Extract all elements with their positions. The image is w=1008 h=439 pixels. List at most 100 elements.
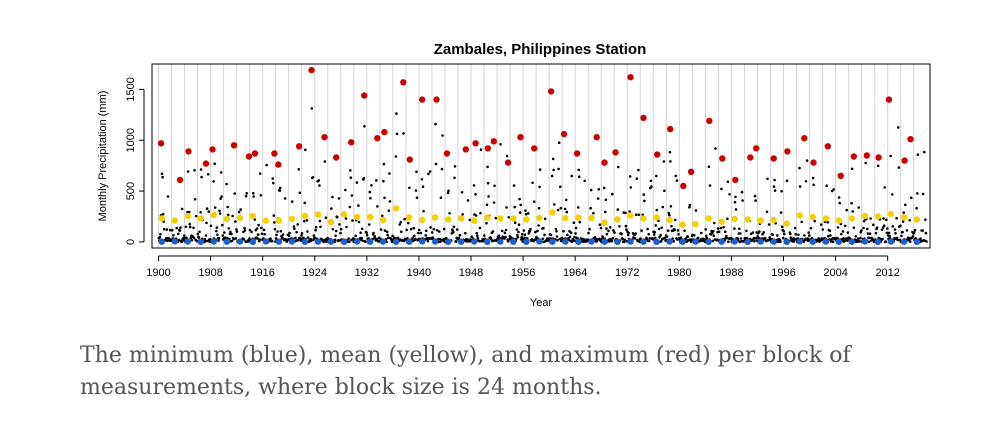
monthly-point <box>298 191 302 195</box>
monthly-point <box>902 211 905 214</box>
monthly-point <box>676 229 680 232</box>
monthly-point <box>806 237 809 240</box>
monthly-point <box>178 229 182 232</box>
monthly-point <box>198 230 201 234</box>
monthly-point <box>683 229 686 232</box>
monthly-point <box>686 235 690 238</box>
maximum-point <box>381 128 388 136</box>
monthly-point <box>250 230 253 234</box>
monthly-point <box>230 232 233 236</box>
plot-frame <box>151 63 931 249</box>
monthly-point <box>882 217 885 220</box>
monthly-point <box>184 225 188 229</box>
monthly-point <box>924 218 927 221</box>
monthly-point <box>355 181 359 184</box>
monthly-point <box>577 168 580 172</box>
figure-caption: The minimum (blue), mean (yellow), and m… <box>80 340 980 404</box>
monthly-point <box>200 175 203 179</box>
monthly-point <box>331 195 334 199</box>
monthly-point <box>519 238 523 241</box>
monthly-point <box>287 234 291 237</box>
monthly-point <box>704 228 707 231</box>
monthly-point <box>884 240 888 243</box>
mean-point <box>705 215 712 222</box>
monthly-point <box>299 237 302 240</box>
monthly-point <box>597 188 601 191</box>
monthly-point <box>476 236 480 240</box>
maximum-point <box>230 142 238 149</box>
mean-point <box>379 216 387 224</box>
monthly-point <box>895 236 899 240</box>
monthly-point <box>733 200 737 204</box>
monthly-point <box>448 212 451 215</box>
monthly-point <box>846 231 850 234</box>
monthly-point <box>306 230 309 233</box>
maximum-point <box>245 153 253 160</box>
monthly-point <box>429 226 432 229</box>
maximum-point <box>810 159 817 166</box>
monthly-point <box>860 229 863 232</box>
minimum-point <box>809 238 816 245</box>
monthly-point <box>505 206 508 209</box>
monthly-point <box>908 219 911 222</box>
mean-point <box>718 218 725 225</box>
monthly-point <box>257 223 260 227</box>
monthly-point <box>808 234 811 237</box>
monthly-point <box>485 203 489 207</box>
monthly-point <box>765 210 769 214</box>
mean-point <box>562 214 569 222</box>
monthly-point <box>800 220 803 224</box>
monthly-point <box>422 209 425 213</box>
monthly-point <box>517 223 521 226</box>
monthly-point <box>912 231 916 234</box>
monthly-point <box>318 219 322 223</box>
monthly-point <box>573 235 576 239</box>
monthly-point <box>767 223 771 226</box>
mean-point <box>275 217 283 224</box>
monthly-point <box>550 174 554 178</box>
caption-line-2: measurements, where block size is 24 mon… <box>80 375 602 400</box>
monthly-point <box>910 196 913 200</box>
monthly-point <box>297 168 301 171</box>
minimum-point <box>744 238 751 245</box>
monthly-point <box>714 147 717 150</box>
monthly-point <box>667 211 671 215</box>
monthly-point <box>538 185 541 189</box>
maximum-point <box>687 168 695 175</box>
monthly-point <box>165 228 169 231</box>
mean-point <box>184 212 191 220</box>
monthly-point <box>205 207 209 210</box>
monthly-point <box>566 233 569 237</box>
monthly-point <box>741 199 744 202</box>
monthly-point <box>242 238 246 241</box>
maximum-point <box>593 134 600 141</box>
monthly-point <box>219 171 223 174</box>
mean-point <box>249 212 257 220</box>
minimum-point <box>731 238 738 245</box>
monthly-point <box>365 231 368 235</box>
monthly-point <box>440 167 444 171</box>
monthly-point <box>517 230 520 234</box>
monthly-point <box>663 189 666 193</box>
monthly-point <box>207 210 210 213</box>
maximum-point <box>400 79 407 86</box>
monthly-point <box>555 235 559 238</box>
maximum-point <box>433 96 440 103</box>
x-tick-label: 1980 <box>667 267 691 279</box>
monthly-point <box>543 217 547 221</box>
monthly-point <box>172 234 175 237</box>
monthly-point <box>837 196 841 199</box>
minimum-point <box>184 238 191 245</box>
monthly-point <box>668 213 671 217</box>
monthly-point <box>218 209 221 213</box>
monthly-point <box>753 239 756 243</box>
mean-point <box>523 216 530 223</box>
monthly-point <box>325 240 328 243</box>
monthly-point <box>908 240 912 243</box>
monthly-point <box>668 150 672 154</box>
monthly-point <box>639 237 642 240</box>
monthly-point <box>499 143 502 146</box>
monthly-point <box>354 234 358 238</box>
monthly-point <box>296 239 300 242</box>
minimum-point <box>536 238 543 245</box>
